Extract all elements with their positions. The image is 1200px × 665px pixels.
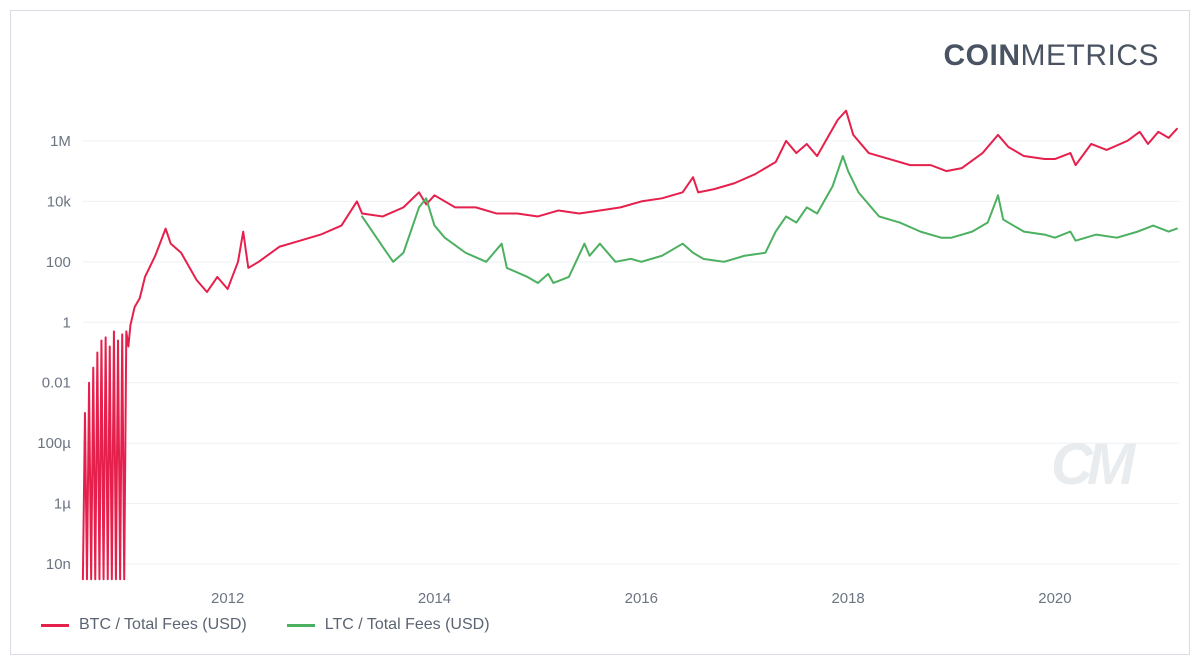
- chart-frame: COINMETRICS 10n1µ100µ0.01110010k1M201220…: [0, 0, 1200, 665]
- y-tick-label: 10n: [46, 556, 71, 573]
- y-tick-label: 1: [63, 314, 71, 331]
- series-ltc: [362, 156, 1177, 283]
- y-tick-label: 10k: [47, 193, 72, 210]
- x-tick-label: 2020: [1038, 590, 1071, 607]
- y-tick-label: 1µ: [54, 496, 71, 513]
- y-tick-label: 0.01: [42, 375, 71, 392]
- legend-swatch: [41, 624, 69, 627]
- legend-label: LTC / Total Fees (USD): [325, 616, 490, 634]
- plot-area: 10n 1µ 100µ 0.01 1 100 10k 1M 2012 2014 2016 2018 20…: [11, 11, 1189, 654]
- y-tick-label: 1M: [50, 133, 71, 150]
- legend-item-btc: BTC / Total Fees (USD): [41, 616, 247, 634]
- x-tick-label: 2014: [418, 590, 451, 607]
- legend-swatch: [287, 624, 315, 627]
- y-tick-label: 100µ: [37, 435, 71, 452]
- legend-label: BTC / Total Fees (USD): [79, 616, 247, 634]
- legend: BTC / Total Fees (USD) LTC / Total Fees …: [41, 616, 490, 634]
- chart-svg: 10n 1µ 100µ 0.01 1 100 10k 1M 2012 2014 2016 2018 20…: [11, 11, 1189, 654]
- x-tick-label: 2016: [625, 590, 658, 607]
- chart-card: COINMETRICS 10n1µ100µ0.01110010k1M201220…: [10, 10, 1190, 655]
- x-tick-label: 2018: [831, 590, 864, 607]
- y-tick-label: 100: [46, 254, 71, 271]
- x-tick-label: 2012: [211, 590, 244, 607]
- series-btc: [83, 111, 1177, 580]
- legend-item-ltc: LTC / Total Fees (USD): [287, 616, 490, 634]
